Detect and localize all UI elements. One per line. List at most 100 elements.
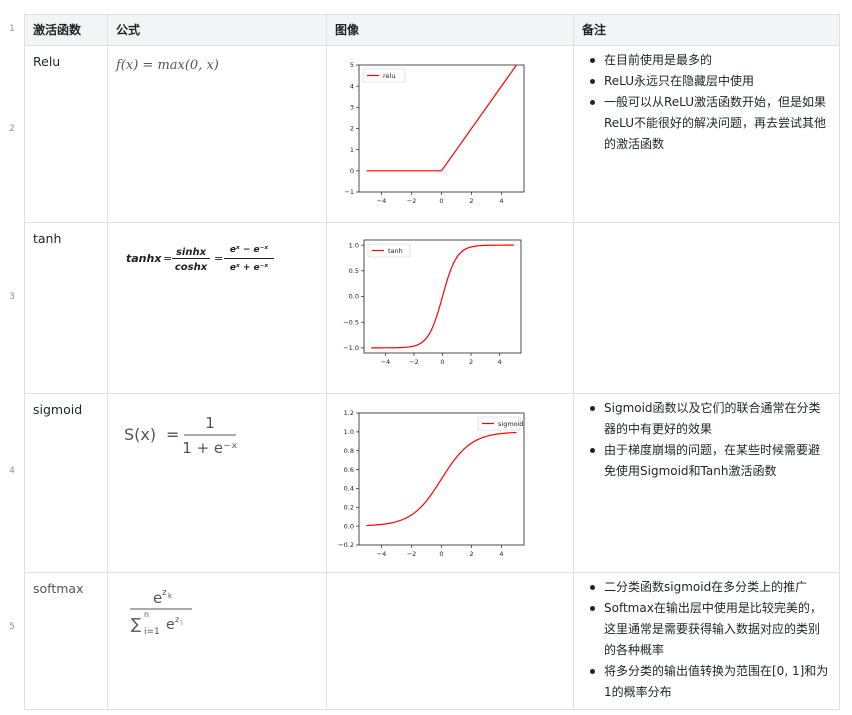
y-tick-label: 0.6 [344, 466, 354, 474]
note-item: 二分类函数sigmoid在多分类上的推广 [590, 577, 831, 598]
svg-text:e: e [166, 617, 175, 633]
svg-text:eˣ + e⁻ˣ: eˣ + e⁻ˣ [230, 263, 268, 273]
table-cell[interactable]: e z k ∑ n i=1 e z i [107, 572, 327, 710]
table-cell[interactable]: tanhx = sinhx coshx = eˣ − e⁻ˣ eˣ + e⁻ˣ [107, 222, 327, 394]
table-row: sigmoid S(x) = 1 1 + e⁻ˣ −4 −2 0 2 4 −0.2 0.0 0… [24, 393, 840, 573]
table-cell[interactable]: f(x) = max(0, x) [107, 45, 327, 223]
svg-text:tanhx: tanhx [126, 252, 162, 265]
table-cell[interactable]: −4 −2 0 2 4 −0.2 0.0 0.2 0.4 0.6 0.8 1.0 1.2 sigmoid [326, 393, 574, 573]
x-tick-label: 0 [440, 358, 444, 366]
row-number: 2 [9, 124, 15, 134]
series-line [366, 431, 517, 527]
svg-text:e: e [153, 589, 162, 607]
table-cell[interactable]: 在目前使用是最多的 ReLU永远只在隐藏层中使用 一般可以从ReLU激活函数开始… [573, 45, 840, 223]
activation-functions-table: 激活函数 公式 图像 备注 Relu f(x) = max(0, x) −4 −2… [24, 14, 840, 710]
svg-text:∑: ∑ [131, 615, 141, 633]
y-tick-label: 1.2 [344, 409, 354, 417]
series-line [371, 244, 514, 349]
y-tick-label: 1.0 [344, 428, 354, 436]
note-item: 在目前使用是最多的 [590, 50, 831, 71]
svg-text:=: = [163, 252, 172, 265]
function-name: tanh [33, 231, 62, 246]
x-tick-label: 2 [469, 197, 473, 205]
sigmoid-formula: S(x) = 1 1 + e⁻ˣ [124, 414, 238, 457]
x-tick-label: 0 [439, 197, 443, 205]
x-tick-label: 4 [499, 197, 503, 205]
table-cell[interactable] [326, 572, 574, 710]
formula: f(x) = max(0, x) [116, 58, 219, 73]
note-item: 一般可以从ReLU激活函数开始，但是如果ReLU不能很好的解决问题，再去尝试其他… [590, 92, 831, 155]
header-cell[interactable]: 图像 [326, 14, 574, 46]
y-tick-label: 0.2 [344, 503, 354, 511]
table-cell[interactable]: tanh [24, 222, 108, 394]
svg-text:z: z [162, 588, 167, 598]
table-cell[interactable]: softmax [24, 572, 108, 710]
y-tick-label: −1.0 [343, 344, 359, 352]
tanh-formula: tanhx = sinhx coshx = eˣ − e⁻ˣ eˣ + e⁻ˣ [126, 245, 274, 273]
y-tick-label: 0.4 [344, 485, 354, 493]
x-tick-label: 2 [469, 358, 473, 366]
note-item: 由于梯度崩塌的问题，在某些时候需要避免使用Sigmoid和Tanh激活函数 [590, 440, 831, 482]
x-tick-label: −2 [407, 197, 417, 205]
table-cell[interactable]: Sigmoid函数以及它们的联合通常在分类器的中有更好的效果 由于梯度崩塌的问题… [573, 393, 840, 573]
x-tick-label: −4 [377, 197, 387, 205]
svg-text:1 + e⁻ˣ: 1 + e⁻ˣ [182, 439, 237, 457]
x-tick-label: 2 [469, 550, 473, 558]
svg-text:coshx: coshx [175, 262, 208, 273]
note-item: ReLU永远只在隐藏层中使用 [590, 71, 831, 92]
x-tick-label: 4 [498, 358, 502, 366]
x-tick-label: 0 [439, 550, 443, 558]
header-cell[interactable]: 激活函数 [24, 14, 108, 46]
note-item: Softmax在输出层中使用是比较完美的，这里通常是需要获得输入数据对应的类别的… [590, 598, 831, 661]
y-tick-label: 1 [350, 146, 354, 154]
svg-text:z: z [175, 615, 179, 624]
x-tick-label: −4 [381, 358, 391, 366]
svg-text:eˣ − e⁻ˣ: eˣ − e⁻ˣ [230, 245, 268, 255]
svg-text:=: = [166, 425, 179, 444]
legend-box [362, 68, 406, 83]
y-tick-label: 5 [350, 61, 354, 69]
note-item: Sigmoid函数以及它们的联合通常在分类器的中有更好的效果 [590, 398, 831, 440]
legend-label: tanh [388, 247, 403, 255]
table-cell[interactable]: 二分类函数sigmoid在多分类上的推广 Softmax在输出层中使用是比较完美… [573, 572, 840, 710]
y-tick-label: 0.0 [349, 293, 359, 301]
y-tick-label: 0 [350, 167, 354, 175]
x-tick-label: −2 [407, 550, 417, 558]
table-cell[interactable]: S(x) = 1 1 + e⁻ˣ [107, 393, 327, 573]
table-cell[interactable]: sigmoid [24, 393, 108, 573]
row-number: 3 [9, 292, 15, 302]
sigmoid-chart: −4 −2 0 2 4 −0.2 0.0 0.2 0.4 0.6 0.8 1.0 1.2 sigmoid [338, 409, 525, 558]
table-cell[interactable]: −4 −2 0 2 4 −1.0 −0.5 0.0 0.5 1.0 tanh [326, 222, 574, 394]
table-cell[interactable]: −4 −2 0 2 4 −1 0 1 2 3 4 5 relu [326, 45, 574, 223]
row-number: 1 [9, 24, 15, 34]
table-cell[interactable] [573, 222, 840, 394]
table-cell[interactable]: Relu [24, 45, 108, 223]
legend-label: relu [383, 72, 395, 80]
y-tick-label: 0.8 [344, 447, 354, 455]
svg-text:i=1: i=1 [144, 627, 160, 637]
y-tick-label: 4 [350, 82, 354, 90]
header-cell[interactable]: 备注 [573, 14, 840, 46]
y-tick-label: 0.5 [349, 267, 359, 275]
function-name: softmax [33, 581, 84, 596]
table-header-row: 激活函数 公式 图像 备注 [24, 14, 840, 46]
svg-text:=: = [214, 252, 223, 265]
svg-text:S(x): S(x) [124, 425, 156, 444]
y-tick-label: −0.2 [338, 541, 354, 549]
table-row: tanh tanhx = sinhx coshx = eˣ − e⁻ˣ eˣ +… [24, 222, 840, 394]
legend-box [477, 416, 521, 431]
tanh-chart: −4 −2 0 2 4 −1.0 −0.5 0.0 0.5 1.0 tanh [343, 239, 522, 366]
x-tick-label: −4 [377, 550, 387, 558]
table-row: softmax e z k ∑ n i=1 e z i 二分类函数sigmoid… [24, 572, 840, 710]
row-number: 4 [9, 466, 15, 476]
svg-text:n: n [144, 610, 149, 619]
softmax-formula: e z k ∑ n i=1 e z i [130, 588, 192, 637]
relu-chart: −4 −2 0 2 4 −1 0 1 2 3 4 5 relu [344, 61, 525, 205]
note-item: 将多分类的输出值转换为范围在[0, 1]和为1的概率分布 [590, 661, 831, 703]
x-tick-label: −2 [409, 358, 419, 366]
header-cell[interactable]: 公式 [107, 14, 327, 46]
legend-box [367, 243, 411, 258]
legend-label: sigmoid [498, 420, 524, 428]
series-line [366, 64, 517, 172]
svg-text:k: k [168, 592, 173, 600]
